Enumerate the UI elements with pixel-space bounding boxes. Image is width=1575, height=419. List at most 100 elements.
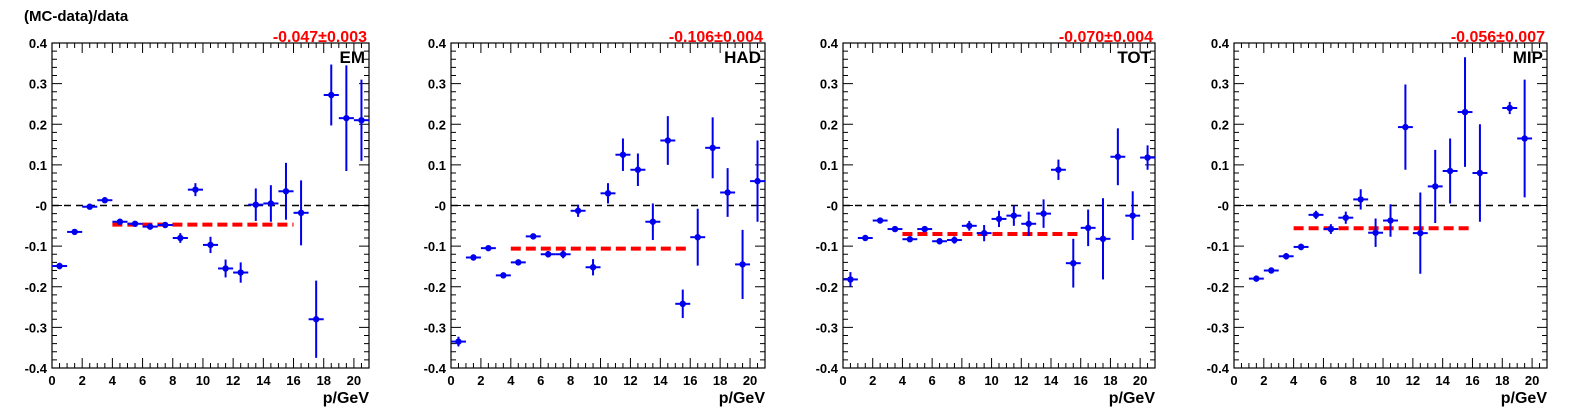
y-tick-label: -0.1 — [816, 239, 838, 254]
data-point — [634, 166, 642, 173]
data-point — [589, 264, 597, 271]
data-point — [71, 228, 78, 236]
data-point — [1025, 220, 1032, 227]
y-tick-label: -0.3 — [816, 320, 838, 335]
data-point — [906, 236, 914, 243]
data-point — [343, 114, 350, 122]
data-point — [146, 223, 154, 230]
y-tick-label: -0.3 — [424, 320, 446, 335]
y-tick-label: 0.3 — [428, 77, 446, 92]
y-tick-label: -0.4 — [816, 361, 839, 376]
data-point — [921, 225, 928, 233]
data-point — [1342, 214, 1349, 221]
data-point — [312, 316, 320, 323]
data-point — [664, 137, 672, 144]
data-point — [131, 220, 139, 227]
y-tick-label: 0.2 — [29, 117, 47, 132]
data-point — [724, 189, 731, 196]
x-tick-label: 4 — [1290, 373, 1298, 388]
data-point — [1372, 229, 1379, 236]
x-tick-label: 20 — [1133, 373, 1147, 388]
y-tick-label: 0.3 — [820, 77, 838, 92]
data-point — [1144, 154, 1151, 161]
data-point — [739, 261, 746, 268]
panel-label-had: HAD — [724, 48, 761, 67]
y-tick-label: 0.3 — [29, 77, 47, 92]
x-axis-title: p/GeV — [1501, 390, 1548, 407]
data-point — [282, 188, 290, 195]
y-tick-label: 0.4 — [1211, 36, 1230, 51]
y-tick-label: 0.1 — [29, 158, 47, 173]
y-tick-label: 0.3 — [1211, 77, 1229, 92]
data-point — [995, 215, 1003, 223]
y-tick-label: -0.3 — [1207, 320, 1229, 335]
y-tick-label: -0 — [826, 199, 838, 214]
y-tick-label: -0.2 — [424, 280, 446, 295]
x-tick-label: 8 — [958, 373, 965, 388]
data-point — [1327, 225, 1335, 233]
data-point — [1040, 210, 1047, 217]
y-tick-label: 0.4 — [820, 36, 839, 51]
data-point — [56, 262, 63, 270]
data-point — [515, 259, 522, 266]
fit-result-label-tot: -0.070±0.004 — [1059, 29, 1153, 46]
data-point — [1297, 243, 1305, 251]
y-tick-label: -0.4 — [1207, 361, 1230, 376]
x-tick-label: 4 — [507, 373, 515, 388]
data-point — [1268, 267, 1275, 274]
data-point — [559, 251, 567, 258]
y-tick-label: -0 — [434, 199, 446, 214]
data-point — [1461, 108, 1469, 116]
y-tick-label: -0 — [1217, 199, 1229, 214]
data-point — [709, 144, 716, 152]
y-axis-title: (MC-data)/data — [24, 8, 129, 25]
x-tick-label: 2 — [869, 373, 876, 388]
data-point — [1070, 259, 1077, 267]
x-tick-label: 12 — [623, 373, 637, 388]
data-point — [619, 151, 627, 158]
fit-result-label-mip: -0.056±0.007 — [1451, 29, 1545, 46]
data-point — [237, 269, 244, 276]
x-tick-label: 8 — [169, 373, 176, 388]
y-tick-label: -0.3 — [25, 320, 47, 335]
y-tick-label: -0.2 — [816, 280, 838, 295]
data-point — [162, 221, 169, 229]
y-tick-label: -0 — [35, 199, 47, 214]
data-point — [1010, 212, 1018, 219]
x-tick-label: 4 — [899, 373, 907, 388]
data-point — [1312, 211, 1320, 219]
data-point — [1476, 169, 1484, 177]
data-point — [470, 254, 477, 261]
data-point — [1129, 212, 1136, 219]
x-tick-label: 18 — [1495, 373, 1509, 388]
y-tick-label: 0.2 — [820, 117, 838, 132]
data-point — [1387, 217, 1394, 224]
data-point — [328, 91, 335, 99]
x-tick-label: 18 — [1103, 373, 1117, 388]
x-tick-label: 10 — [593, 373, 607, 388]
x-axis-title: p/GeV — [323, 390, 370, 407]
data-point — [1099, 235, 1107, 243]
data-point — [862, 234, 869, 242]
data-point — [1055, 166, 1062, 173]
x-tick-label: 0 — [1230, 373, 1237, 388]
x-tick-label: 16 — [1465, 373, 1479, 388]
x-tick-label: 10 — [196, 373, 210, 388]
data-point — [544, 251, 552, 258]
fit-result-label-had: -0.106±0.004 — [669, 29, 763, 46]
y-tick-label: 0.1 — [820, 158, 838, 173]
data-point — [177, 234, 184, 242]
data-point — [101, 197, 109, 204]
x-tick-label: 20 — [347, 373, 361, 388]
data-point — [485, 244, 492, 252]
data-point — [207, 241, 214, 249]
x-axis-title: p/GeV — [1109, 390, 1156, 407]
x-tick-label: 14 — [1044, 373, 1059, 388]
data-point — [1357, 196, 1364, 203]
y-tick-label: -0.4 — [25, 361, 48, 376]
y-tick-label: -0.1 — [1207, 239, 1229, 254]
x-tick-label: 16 — [1073, 373, 1087, 388]
y-tick-label: -0.1 — [424, 239, 446, 254]
x-tick-label: 10 — [984, 373, 998, 388]
fit-result-label-em: -0.047±0.003 — [273, 29, 367, 46]
